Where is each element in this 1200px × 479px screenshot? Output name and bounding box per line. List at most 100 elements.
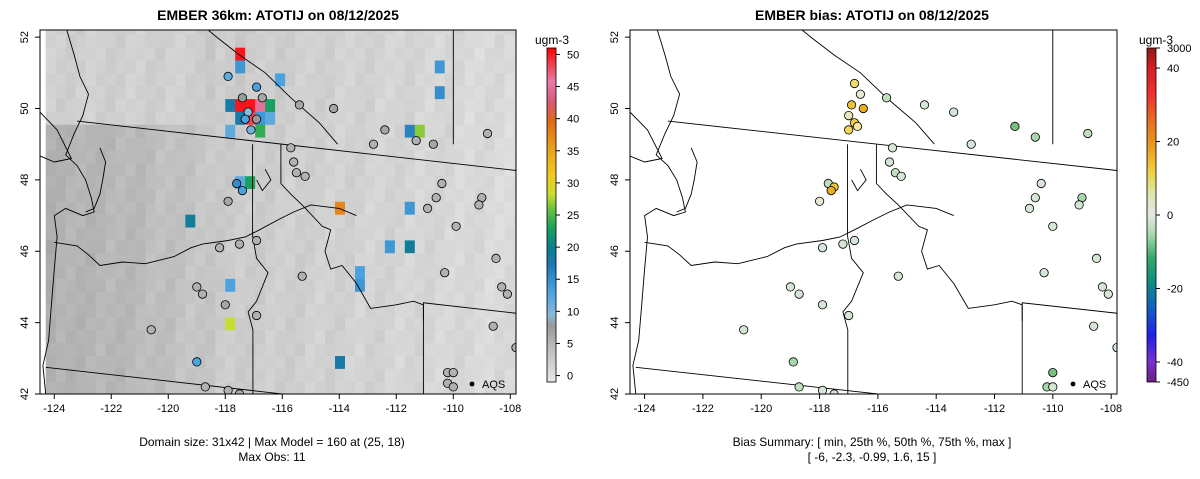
heatmap-cell (255, 30, 266, 35)
heatmap-cell (464, 329, 476, 344)
heatmap-cell (265, 252, 276, 267)
heatmap-cell (165, 85, 176, 100)
heatmap-cell (55, 111, 67, 125)
heatmap-cell (424, 85, 436, 100)
heatmap-cell (454, 265, 466, 279)
heatmap-cell (374, 239, 386, 254)
heatmap-cell (364, 265, 376, 279)
heatmap-cell (474, 368, 486, 382)
observation-point (197, 289, 208, 299)
heatmap-cell (95, 149, 107, 164)
heatmap-cell (335, 188, 346, 202)
right-chart-title: EMBER bias: ATOTIJ on 08/12/2025 (755, 7, 989, 23)
heatmap-cell (355, 111, 366, 125)
heatmap-cell (75, 149, 87, 164)
observation-point (240, 114, 250, 124)
heatmap-cell (205, 329, 216, 344)
heatmap-cell (125, 149, 137, 164)
heatmap-cell (45, 368, 57, 382)
heatmap-cell (95, 227, 107, 241)
heatmap-cell (384, 137, 396, 151)
heatmap-cell (105, 85, 117, 100)
heatmap-cell (444, 85, 456, 100)
heatmap-cell (125, 316, 137, 331)
heatmap-cell (504, 201, 516, 215)
heatmap-cell (285, 239, 296, 254)
heatmap-cell (384, 278, 396, 292)
heatmap-cell (75, 239, 87, 254)
heatmap-cell (185, 188, 196, 202)
heatmap-cell (65, 111, 77, 125)
heatmap-cell-highlight (335, 355, 346, 369)
heatmap-cell (185, 201, 196, 215)
heatmap-cell (444, 355, 456, 369)
heatmap-cell (315, 278, 326, 292)
heatmap-cell (285, 60, 296, 74)
bias-point (855, 89, 866, 99)
heatmap-cell (364, 72, 376, 87)
heatmap-cell (275, 188, 286, 202)
heatmap-cell (105, 149, 117, 164)
heatmap-cell (494, 30, 506, 35)
x-tick-label: -112 (984, 403, 1005, 415)
heatmap-cell (464, 214, 476, 228)
heatmap-cell (285, 111, 296, 125)
heatmap-cell (325, 368, 336, 382)
heatmap-cell (305, 355, 316, 369)
bias-point (817, 385, 828, 394)
heatmap-cell (295, 304, 306, 318)
heatmap-cell (195, 342, 206, 356)
heatmap-cell (165, 329, 176, 344)
heatmap-cell (335, 34, 346, 48)
heatmap-cell (494, 214, 506, 228)
columbia-river (644, 204, 954, 266)
observation-point (328, 103, 339, 114)
heatmap-cell (55, 175, 67, 189)
heatmap-cell (335, 60, 346, 74)
heatmap-cell (195, 111, 206, 125)
heatmap-cell (65, 316, 77, 331)
heatmap-cell (285, 175, 296, 189)
right-aqs-legend: AQS (1070, 379, 1106, 391)
y-tick-label: 42 (609, 388, 621, 400)
heatmap-cell (125, 47, 137, 61)
heatmap-cell (165, 291, 176, 305)
heatmap-cell (195, 304, 206, 318)
heatmap-cell (215, 291, 226, 305)
heatmap-cell (335, 252, 346, 267)
heatmap-cell (434, 214, 446, 228)
heatmap-cell (355, 316, 366, 331)
heatmap-cell (424, 304, 436, 318)
heatmap-cell (245, 316, 256, 331)
heatmap-cell (195, 201, 206, 215)
heatmap-cell (444, 239, 456, 254)
heatmap-cell (245, 34, 256, 48)
heatmap-cell (105, 47, 117, 61)
heatmap-cell (464, 368, 476, 382)
heatmap-cell (464, 137, 476, 151)
heatmap-cell (185, 304, 196, 318)
heatmap-cell (265, 162, 276, 177)
heatmap-cell (514, 98, 516, 112)
heatmap-cell (345, 85, 356, 100)
heatmap-cell (115, 239, 127, 254)
heatmap-cell (454, 201, 466, 215)
heatmap-cell (404, 34, 416, 48)
heatmap-cell (165, 72, 176, 87)
heatmap-cell (45, 85, 57, 100)
heatmap-cell (165, 304, 176, 318)
heatmap-cell (115, 368, 127, 382)
heatmap-cell (165, 34, 176, 48)
heatmap-cell (374, 278, 386, 292)
heatmap-cell (424, 188, 436, 202)
heatmap-cell (355, 47, 366, 61)
heatmap-cell (115, 201, 127, 215)
heatmap-cell (424, 368, 436, 382)
heatmap-cell (255, 137, 266, 151)
heatmap-cell (414, 316, 426, 331)
heatmap-cell (514, 227, 516, 241)
heatmap-cell (75, 381, 87, 394)
heatmap-cell (315, 252, 326, 267)
heatmap-cell (494, 316, 506, 331)
